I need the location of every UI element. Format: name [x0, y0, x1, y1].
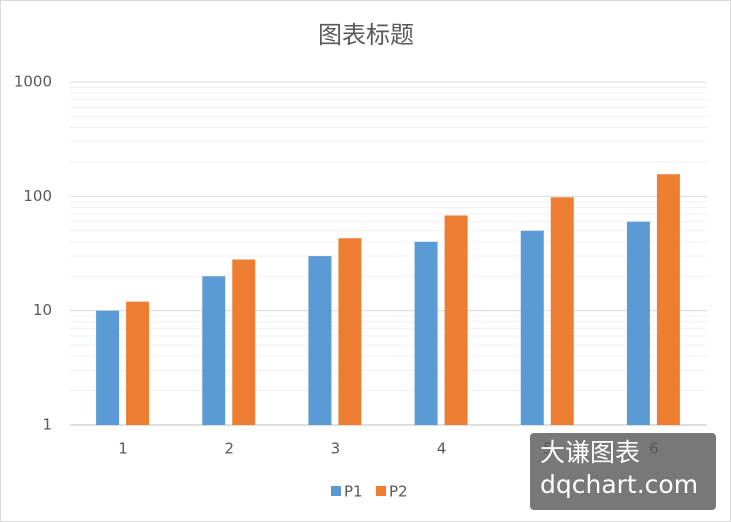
legend-label: P2	[389, 483, 408, 501]
bar	[308, 256, 332, 425]
y-tick-label: 1000	[14, 73, 52, 91]
y-tick-label: 10	[33, 301, 52, 319]
bar	[444, 215, 468, 425]
x-tick-label: 4	[437, 440, 447, 458]
y-tick-label: 100	[23, 187, 52, 205]
bar	[202, 276, 226, 425]
x-tick-label: 2	[224, 440, 234, 458]
watermark-box	[530, 433, 716, 510]
watermark-text: dqchart.com	[540, 470, 698, 499]
x-tick-label: 3	[331, 440, 341, 458]
y-tick-label: 1	[42, 416, 52, 434]
bar	[96, 310, 120, 425]
bar	[550, 197, 574, 425]
bar	[520, 230, 544, 425]
bar	[656, 174, 680, 425]
watermark-text: 大谦图表	[540, 438, 640, 467]
bar	[126, 301, 150, 425]
legend-label: P1	[344, 483, 363, 501]
legend-swatch	[331, 486, 341, 496]
legend-swatch	[376, 486, 386, 496]
bar	[338, 238, 362, 425]
bar	[232, 259, 256, 425]
chart-title: 图表标题	[318, 21, 414, 49]
bar	[626, 221, 650, 425]
x-tick-label: 1	[118, 440, 128, 458]
bar	[414, 241, 438, 425]
